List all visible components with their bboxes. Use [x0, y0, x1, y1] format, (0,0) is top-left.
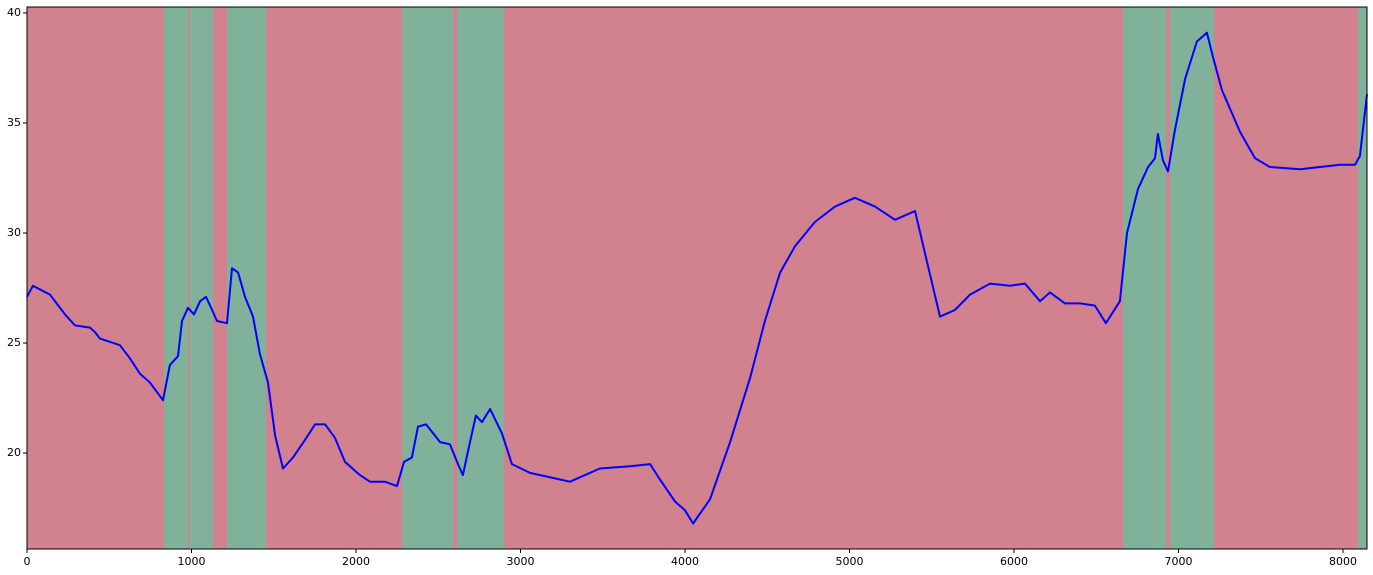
- region: [456, 7, 505, 549]
- x-tick-label: 8000: [1329, 555, 1357, 568]
- region: [1169, 7, 1215, 549]
- region: [227, 7, 267, 549]
- region: [1357, 7, 1367, 549]
- y-tick-label: 25: [7, 336, 21, 349]
- x-tick-label: 1000: [177, 555, 205, 568]
- x-tick-label: 3000: [506, 555, 534, 568]
- x-tick-label: 2000: [342, 555, 370, 568]
- y-tick-label: 40: [7, 6, 21, 19]
- x-tick-label: 0: [24, 555, 31, 568]
- region: [164, 7, 189, 549]
- x-tick-label: 5000: [835, 555, 863, 568]
- region: [402, 7, 454, 549]
- y-tick-label: 30: [7, 226, 21, 239]
- region: [1123, 7, 1166, 549]
- x-tick-label: 6000: [1000, 555, 1028, 568]
- y-tick-label: 20: [7, 446, 21, 459]
- axes-frame: [26, 6, 1368, 550]
- line: [26, 31, 1368, 525]
- y-tick-label: 35: [7, 116, 21, 129]
- region: [189, 7, 214, 549]
- x-tick-label: 7000: [1164, 555, 1192, 568]
- x-tick-label: 4000: [671, 555, 699, 568]
